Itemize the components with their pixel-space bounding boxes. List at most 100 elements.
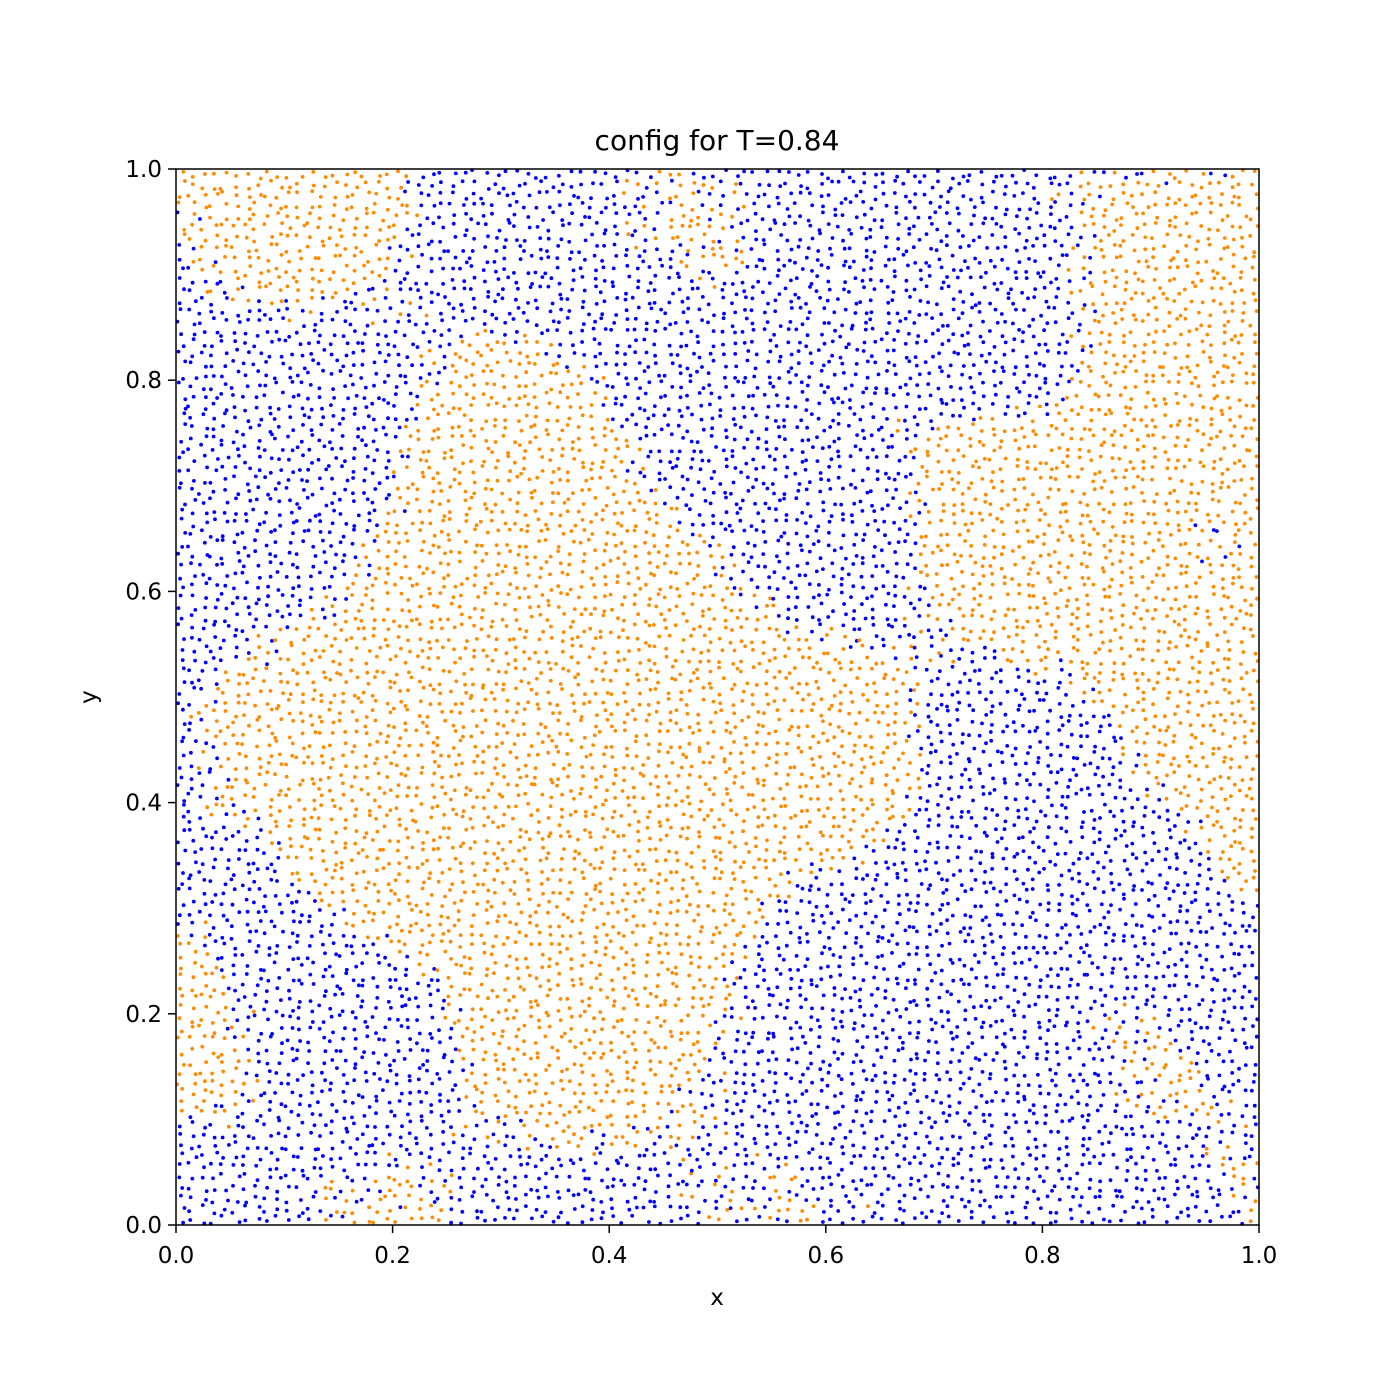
scatter-point [370, 918, 375, 923]
scatter-point [506, 454, 511, 459]
scatter-point [309, 872, 314, 877]
scatter-point [254, 405, 259, 410]
scatter-point [403, 424, 408, 429]
scatter-point [340, 1214, 345, 1219]
scatter-point [420, 943, 425, 947]
scatter-point [647, 1220, 651, 1224]
scatter-point [269, 919, 274, 924]
scatter-point [697, 830, 701, 834]
scatter-point [537, 447, 542, 452]
scatter-point [442, 998, 446, 1003]
scatter-point [251, 1098, 255, 1103]
scatter-point [506, 804, 511, 809]
scatter-point [616, 1089, 621, 1094]
scatter-point [307, 744, 312, 748]
scatter-point [484, 551, 489, 556]
scatter-point [212, 171, 216, 176]
scatter-point [298, 613, 303, 618]
scatter-point [637, 702, 642, 707]
scatter-point [338, 512, 343, 516]
scatter-point [338, 540, 343, 545]
scatter-point [183, 502, 187, 507]
scatter-point [602, 651, 607, 655]
scatter-point [457, 1048, 462, 1053]
scatter-point [308, 972, 313, 977]
scatter-point [324, 1196, 328, 1201]
scatter-point [324, 867, 329, 872]
scatter-point [556, 244, 561, 248]
scatter-point [286, 893, 290, 898]
scatter-point [268, 1099, 273, 1104]
scatter-point [590, 461, 595, 466]
scatter-point [294, 279, 299, 284]
scatter-point [501, 1062, 506, 1066]
scatter-point [558, 731, 562, 736]
scatter-point [384, 496, 389, 501]
scatter-point [366, 792, 371, 796]
scatter-point [222, 1108, 227, 1113]
scatter-point [247, 939, 252, 943]
scatter-point [311, 544, 316, 549]
scatter-point [646, 365, 651, 369]
scatter-point [301, 1173, 306, 1178]
scatter-point [327, 530, 332, 535]
scatter-point [312, 807, 317, 812]
scatter-point [394, 1072, 399, 1077]
scatter-point [688, 224, 692, 229]
scatter-point [578, 1082, 582, 1087]
scatter-point [583, 814, 588, 818]
scatter-point [291, 1167, 296, 1172]
scatter-point [241, 1154, 246, 1159]
scatter-point [503, 1143, 508, 1148]
scatter-point [329, 544, 333, 548]
scatter-point [247, 255, 252, 260]
scatter-point [631, 1078, 635, 1083]
scatter-point [691, 1042, 696, 1047]
scatter-point [515, 509, 520, 514]
scatter-point [525, 523, 530, 528]
scatter-point [344, 967, 349, 972]
scatter-point [567, 1110, 572, 1114]
scatter-point [231, 963, 236, 968]
scatter-point [263, 383, 268, 388]
scatter-point [399, 1091, 404, 1096]
scatter-point [252, 200, 257, 205]
scatter-point [486, 996, 490, 1001]
scatter-point [539, 882, 544, 886]
scatter-point [533, 766, 538, 771]
scatter-point [307, 919, 311, 924]
scatter-point [397, 425, 402, 430]
scatter-point [464, 827, 469, 832]
scatter-point [223, 670, 228, 675]
scatter-point [470, 1038, 475, 1043]
scatter-point [329, 1213, 333, 1218]
scatter-point [522, 249, 526, 253]
scatter-point [385, 701, 390, 706]
scatter-point [571, 268, 576, 273]
scatter-point [407, 670, 411, 675]
scatter-point [469, 217, 474, 222]
scatter-point [508, 888, 513, 893]
scatter-point [658, 587, 662, 592]
scatter-point [363, 467, 368, 471]
scatter-point [534, 976, 539, 981]
scatter-point [356, 1093, 361, 1098]
scatter-point [448, 939, 453, 944]
scatter-point [179, 516, 184, 521]
scatter-point [668, 524, 673, 529]
scatter-point [533, 1164, 538, 1169]
scatter-point [327, 584, 332, 589]
scatter-point [457, 550, 462, 555]
scatter-point [655, 670, 660, 674]
scatter-point [421, 847, 425, 852]
scatter-point [419, 1114, 424, 1119]
scatter-point [610, 900, 615, 905]
scatter-point [242, 995, 247, 999]
scatter-point [452, 1021, 457, 1025]
scatter-point [201, 749, 206, 754]
scatter-point [565, 572, 570, 577]
scatter-point [373, 698, 378, 703]
scatter-point [648, 1199, 653, 1204]
scatter-point [425, 216, 430, 221]
scatter-point [232, 972, 236, 977]
